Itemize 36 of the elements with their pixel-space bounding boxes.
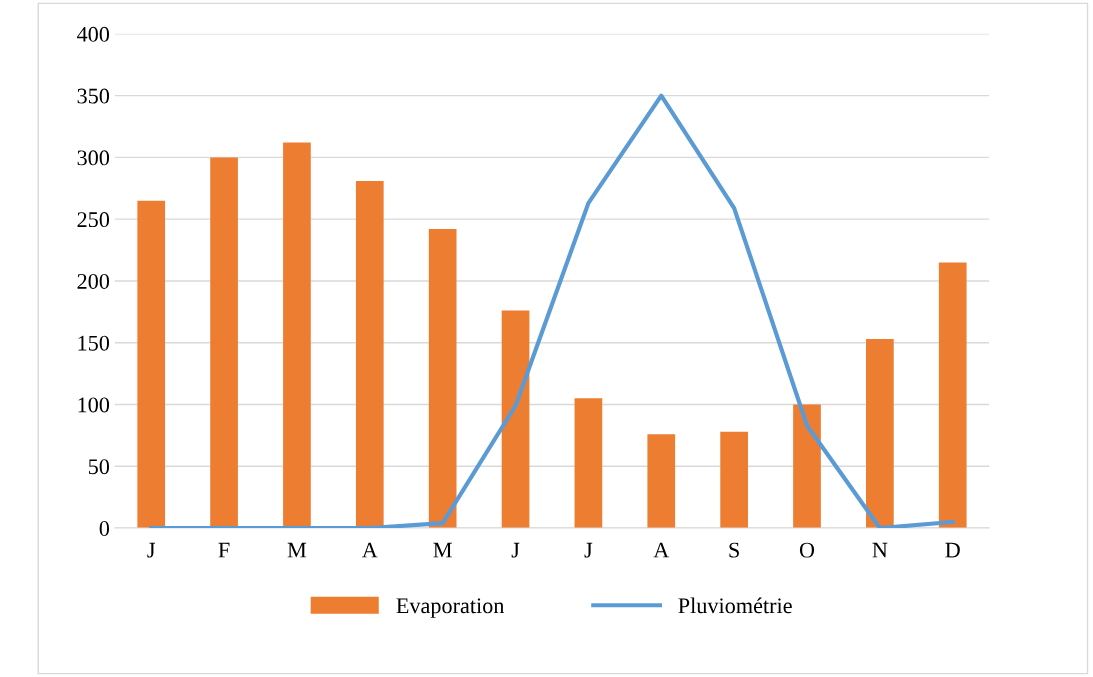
bar xyxy=(283,142,311,529)
y-tick-label: 300 xyxy=(77,150,110,166)
bar xyxy=(501,310,530,529)
x-tick-label: M xyxy=(287,542,307,558)
x-tick-label: O xyxy=(799,542,815,558)
y-tick-label: 100 xyxy=(78,397,110,413)
y-tick-label: 200 xyxy=(77,273,110,289)
x-tick-label: N xyxy=(872,542,888,558)
bar xyxy=(137,200,166,529)
x-tick-label: J xyxy=(511,542,520,558)
x-tick-label: A xyxy=(361,542,378,558)
bar xyxy=(647,434,676,529)
x-tick-label: J xyxy=(147,542,156,558)
y-tick-label: 150 xyxy=(78,335,110,351)
bar xyxy=(210,157,238,529)
x-tick-label: J xyxy=(584,542,593,558)
y-tick-label: 0 xyxy=(99,520,110,536)
x-tick-label: S xyxy=(729,542,739,558)
legend-label: Pluviométrie xyxy=(678,597,792,614)
bar xyxy=(574,398,603,529)
x-tick-label: A xyxy=(653,542,670,558)
y-tick-label: 250 xyxy=(77,212,110,228)
y-tick-label: 350 xyxy=(77,88,110,104)
bar xyxy=(938,262,967,529)
x-tick-label: F xyxy=(218,542,230,558)
bar xyxy=(355,180,384,529)
line-series xyxy=(149,93,955,529)
bar xyxy=(866,339,894,529)
bar xyxy=(793,404,821,529)
legend-label: Evaporation xyxy=(396,598,505,618)
y-tick-label: 50 xyxy=(88,459,110,475)
x-tick-label: D xyxy=(945,542,960,558)
x-tick-label: M xyxy=(433,542,452,558)
bar xyxy=(720,431,748,529)
bar xyxy=(428,229,457,529)
y-tick-label: 400 xyxy=(77,26,110,42)
